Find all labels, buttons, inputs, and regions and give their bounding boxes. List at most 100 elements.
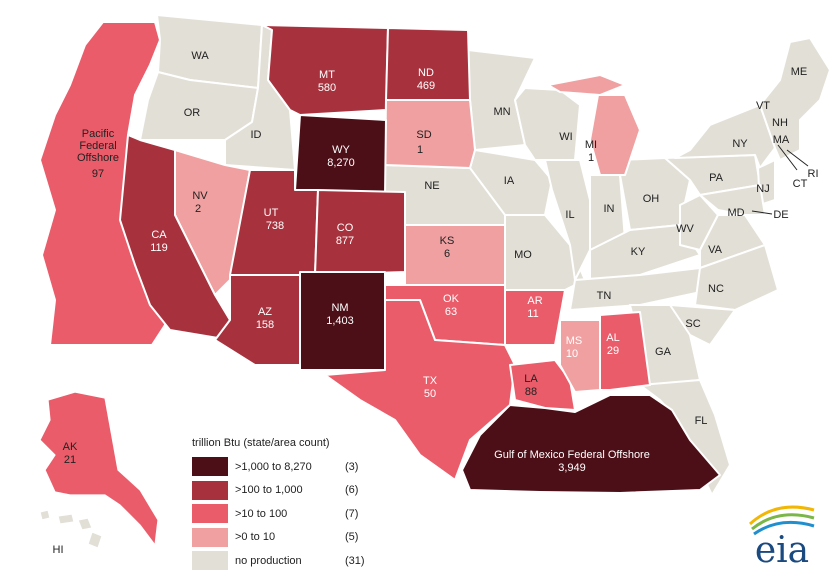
label-ut-value: 738: [266, 220, 284, 232]
label-sd-value: 1: [417, 144, 423, 156]
legend-label: >10 to 100: [235, 507, 288, 520]
legend-swatch: [192, 504, 228, 524]
label-va: VA: [708, 244, 723, 256]
label-ca-value: 119: [150, 242, 168, 254]
legend-swatch: [192, 551, 228, 571]
state-ms: [559, 319, 601, 393]
label-pacific-offshore-line: Offshore: [77, 152, 119, 164]
label-ia: IA: [504, 175, 515, 187]
label-ok-value: 63: [445, 306, 457, 318]
label-mi-value: 1: [588, 152, 594, 164]
label-gulf-offshore: Gulf of Mexico Federal Offshore: [494, 449, 650, 461]
label-nj: NJ: [756, 183, 769, 195]
label-sd: SD: [416, 129, 431, 141]
eia-logo: eia: [748, 505, 815, 568]
legend-swatch: [192, 527, 228, 547]
label-wv: WV: [676, 223, 694, 235]
label-tx-value: 50: [424, 388, 436, 400]
label-ak: AK: [63, 441, 78, 453]
label-mn: MN: [493, 106, 510, 118]
label-nh: NH: [772, 117, 788, 129]
map-labels: Pacific Federal Offshore 97 WA OR ID MT 58…: [53, 50, 819, 556]
state-ak: [39, 391, 159, 546]
label-ne: NE: [424, 180, 439, 192]
map-legend: trillion Btu (state/area count) >1,000 t…: [192, 437, 392, 573]
label-pacific-offshore-line: Federal: [79, 140, 116, 152]
label-il: IL: [565, 209, 574, 221]
state-il: [544, 159, 591, 281]
legend-count: (7): [345, 507, 359, 520]
state-ks: [404, 224, 506, 286]
legend-row: >10 to 100 (7): [192, 502, 392, 526]
label-pacific-offshore-value: 97: [92, 168, 104, 180]
label-nv: NV: [192, 190, 208, 202]
label-ga: GA: [655, 346, 672, 358]
label-mi: MI: [585, 139, 597, 151]
label-ok: OK: [443, 293, 460, 305]
legend-count: (5): [345, 531, 359, 544]
state-al: [599, 311, 651, 391]
label-sc: SC: [685, 318, 700, 330]
label-ks-value: 6: [444, 248, 450, 260]
state-wi: [514, 87, 581, 161]
label-pacific-offshore-line: Pacific: [82, 128, 115, 140]
label-nm: NM: [331, 302, 348, 314]
label-ny: NY: [732, 138, 748, 150]
legend-row: >100 to 1,000 (6): [192, 479, 392, 503]
label-oh: OH: [643, 193, 660, 205]
legend-row: >0 to 10 (5): [192, 526, 392, 550]
state-mi-lower: [589, 94, 641, 176]
label-ut: UT: [264, 207, 279, 219]
legend-title: trillion Btu (state/area count): [192, 437, 330, 449]
label-co: CO: [337, 222, 354, 234]
state-tx: [324, 299, 516, 481]
logo-text: eia: [755, 530, 809, 568]
label-ca: CA: [151, 229, 167, 241]
label-fl: FL: [695, 415, 708, 427]
label-in: IN: [604, 203, 615, 215]
legend-rows: >1,000 to 8,270 (3) >100 to 1,000 (6) >1…: [192, 455, 392, 573]
label-id: ID: [251, 129, 262, 141]
legend-count: (3): [345, 460, 359, 473]
label-ky: KY: [631, 246, 646, 258]
label-ri: RI: [808, 168, 819, 180]
label-pa: PA: [709, 172, 724, 184]
label-ar: AR: [527, 295, 542, 307]
label-al-value: 29: [607, 345, 619, 357]
label-la: LA: [524, 373, 538, 385]
region-gulf-offshore: [461, 394, 721, 494]
legend-count: (31): [345, 554, 365, 567]
state-mi-upper: [547, 74, 626, 96]
label-ar-value: 11: [527, 308, 538, 320]
label-vt: VT: [756, 100, 770, 112]
state-ar: [504, 289, 566, 346]
legend-label: >100 to 1,000: [235, 484, 303, 497]
label-de: DE: [773, 209, 788, 221]
label-nm-value: 1,403: [326, 315, 354, 327]
legend-swatch: [192, 457, 228, 477]
legend-label: >1,000 to 8,270: [235, 460, 312, 473]
label-wy: WY: [332, 144, 350, 156]
label-co-value: 877: [336, 235, 354, 247]
label-nc: NC: [708, 283, 724, 295]
label-ks: KS: [440, 235, 455, 247]
legend-swatch: [192, 480, 228, 500]
label-md: MD: [727, 207, 744, 219]
label-mt: MT: [319, 69, 335, 81]
state-md: [699, 184, 766, 216]
label-or: OR: [184, 107, 201, 119]
state-la: [509, 359, 576, 411]
legend-row: no production (31): [192, 549, 392, 573]
label-ms: MS: [566, 335, 583, 347]
state-hi: [39, 509, 103, 549]
state-nc: [694, 244, 779, 311]
legend-label: >0 to 10: [235, 531, 276, 544]
state-new-england: [759, 37, 831, 161]
leader-lines: [751, 144, 809, 215]
state-co: [314, 189, 406, 276]
label-tn: TN: [597, 290, 612, 302]
label-az-value: 158: [256, 319, 274, 331]
